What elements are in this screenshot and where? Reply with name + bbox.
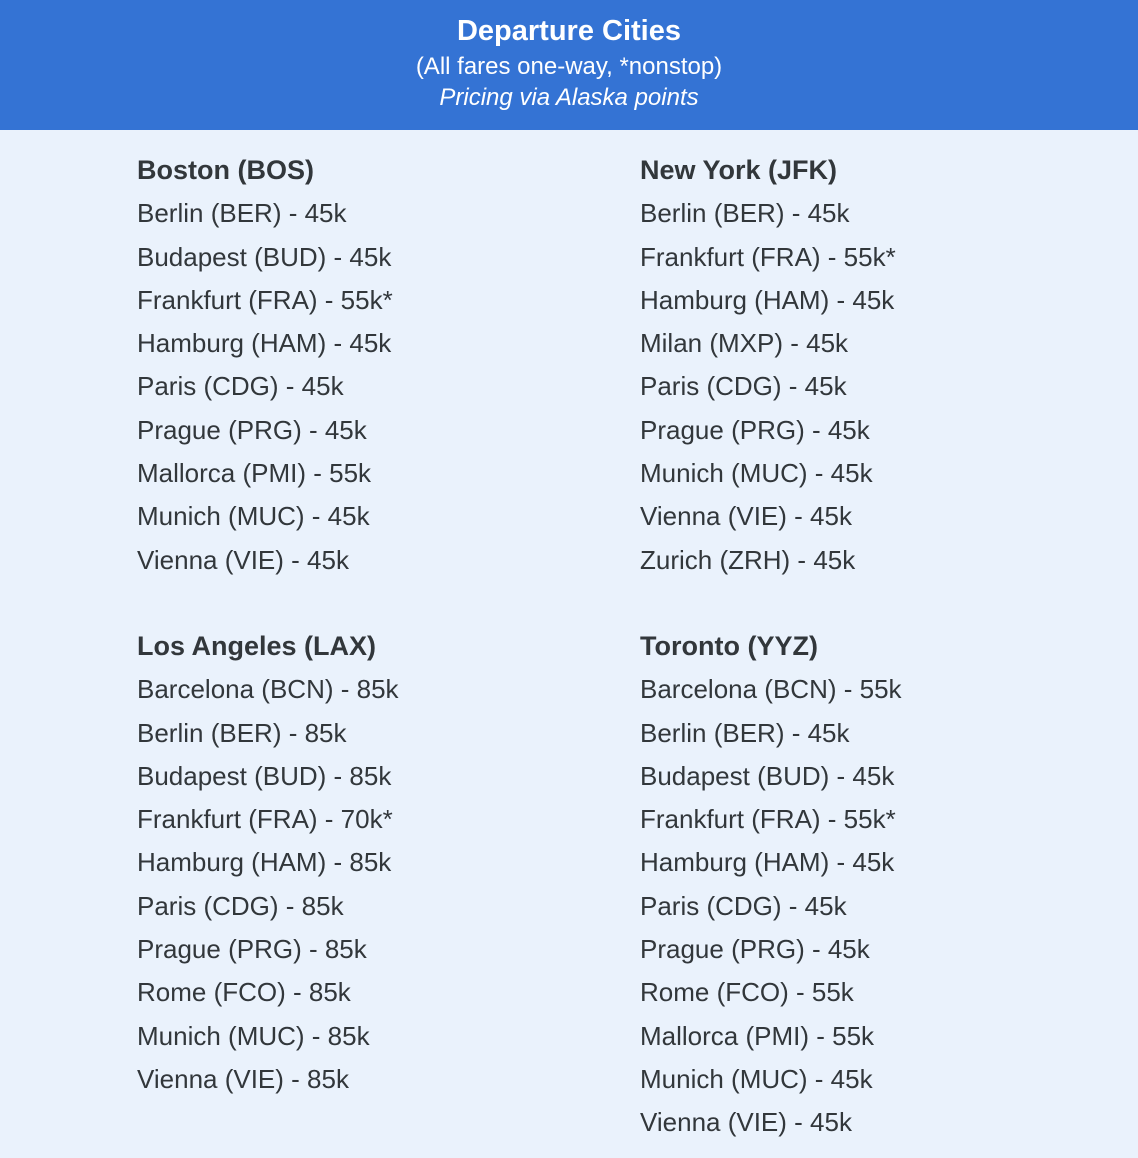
fare-item: Paris (CDG) - 45k [137,371,344,402]
fare-item: Hamburg (HAM) - 45k [137,328,392,359]
fare-item: Budapest (BUD) - 85k [137,760,392,791]
section-new-york: New York (JFK) Berlin (BER) - 45k Frankfu… [640,149,1138,582]
city-heading: Los Angeles (LAX) [137,630,377,661]
fare-item: Berlin (BER) - 85k [137,717,347,748]
fare-item: Vienna (VIE) - 45k [137,544,349,575]
fare-item: Hamburg (HAM) - 45k [640,847,895,878]
fare-item: Budapest (BUD) - 45k [640,760,895,791]
fare-item: Paris (CDG) - 85k [137,890,344,921]
fare-item: Frankfurt (FRA) - 55k* [640,241,896,272]
fare-list: Berlin (BER) - 45k Budapest (BUD) - 45k Fr… [137,192,640,582]
fare-list: Barcelona (BCN) - 85k Berlin (BER) - 85k B… [137,668,640,1101]
fare-item: Zurich (ZRH) - 45k [640,544,856,575]
fare-item: Munich (MUC) - 45k [640,1063,873,1094]
fare-item: Frankfurt (FRA) - 70k* [137,804,393,835]
fare-item: Frankfurt (FRA) - 55k* [137,284,393,315]
city-heading: Boston (BOS) [137,155,314,185]
fare-item: Prague (PRG) - 45k [640,934,870,965]
fare-item: Budapest (BUD) - 45k [137,241,392,272]
page-title: Departure Cities [456,15,681,47]
fare-list: Barcelona (BCN) - 55k Berlin (BER) - 45k B… [640,668,1138,1144]
fare-item: Berlin (BER) - 45k [640,717,850,748]
city-heading: Toronto (YYZ) [640,630,818,661]
fare-item: Berlin (BER) - 45k [640,198,850,229]
fare-item: Vienna (VIE) - 45k [640,1107,852,1138]
fare-item: Frankfurt (FRA) - 55k* [640,804,896,835]
header-banner: Departure Cities (All fares one-way, *no… [0,0,1138,130]
fare-item: Vienna (VIE) - 45k [640,501,852,532]
fare-item: Munich (MUC) - 45k [137,501,370,532]
fare-item: Prague (PRG) - 45k [640,414,870,445]
section-toronto: Toronto (YYZ) Barcelona (BCN) - 55k Berli… [640,625,1138,1145]
fare-item: Prague (PRG) - 45k [137,414,367,445]
fare-item: Prague (PRG) - 85k [137,934,367,965]
fare-columns: Boston (BOS) Berlin (BER) - 45k Budapest … [0,130,1138,1145]
fare-item: Barcelona (BCN) - 55k [640,674,902,705]
section-boston: Boston (BOS) Berlin (BER) - 45k Budapest … [137,149,640,582]
pricing-note: Pricing via Alaska points [439,84,699,111]
fare-item: Hamburg (HAM) - 45k [640,284,895,315]
fare-item: Paris (CDG) - 45k [640,371,847,402]
city-heading: New York (JFK) [640,155,838,185]
fare-item: Rome (FCO) - 55k [640,977,854,1008]
fare-item: Vienna (VIE) - 85k [137,1063,349,1094]
fare-item: Barcelona (BCN) - 85k [137,674,399,705]
section-los-angeles: Los Angeles (LAX) Barcelona (BCN) - 85k B… [137,625,640,1101]
fare-item: Rome (FCO) - 85k [137,977,351,1008]
fare-item: Hamburg (HAM) - 85k [137,847,392,878]
fare-item: Mallorca (PMI) - 55k [640,1020,875,1051]
fare-item: Milan (MXP) - 45k [640,328,849,359]
fare-list: Berlin (BER) - 45k Frankfurt (FRA) - 55k*… [640,192,1138,582]
fare-conditions-subtitle: (All fares one-way, *nonstop) [415,53,723,80]
fare-item: Munich (MUC) - 45k [640,458,873,489]
fare-item: Berlin (BER) - 45k [137,198,347,229]
fare-item: Paris (CDG) - 45k [640,890,847,921]
fare-item: Mallorca (PMI) - 55k [137,458,372,489]
fare-item: Munich (MUC) - 85k [137,1020,370,1051]
